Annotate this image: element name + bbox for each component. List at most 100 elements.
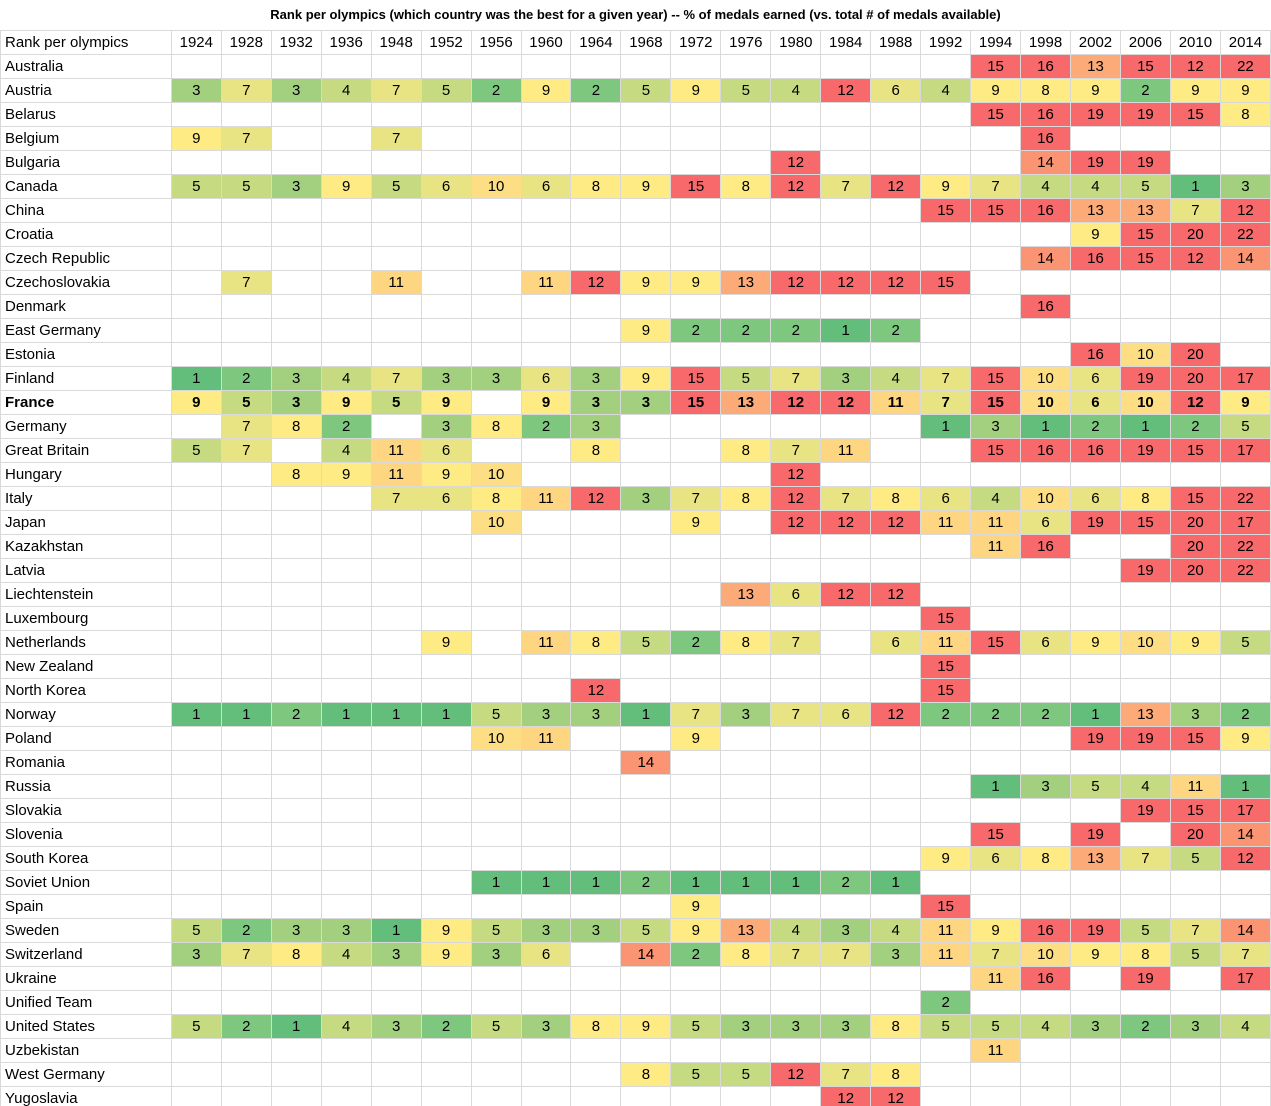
rank-cell: 9 <box>620 174 672 199</box>
rank-cell: 9 <box>620 318 672 343</box>
rank-cell: 8 <box>1020 78 1071 103</box>
rank-cell <box>920 222 972 247</box>
year-header: 1992 <box>920 30 972 55</box>
rank-cell <box>820 774 872 799</box>
rank-cell: 9 <box>1219 78 1271 103</box>
rank-cell: 7 <box>220 270 272 295</box>
rank-cell <box>570 846 622 871</box>
rank-cell: 4 <box>1020 174 1071 199</box>
rank-cell: 5 <box>220 390 272 415</box>
rank-cell: 9 <box>920 846 972 871</box>
rank-cell <box>270 54 322 79</box>
country-label: Bulgaria <box>0 150 172 175</box>
rank-cell <box>370 342 422 367</box>
rank-cell <box>320 990 372 1015</box>
rank-cell <box>1070 1038 1121 1063</box>
rank-cell <box>620 654 672 679</box>
rank-cell <box>270 822 322 847</box>
rank-cell: 8 <box>270 414 322 439</box>
rank-cell: 15 <box>970 390 1022 415</box>
rank-cell <box>920 342 972 367</box>
rank-cell <box>1169 270 1221 295</box>
country-label: Great Britain <box>0 438 172 463</box>
rank-cell <box>570 510 622 535</box>
rank-cell <box>770 198 822 223</box>
rank-cell <box>520 126 572 151</box>
rank-cell: 7 <box>220 438 272 463</box>
rank-cell: 12 <box>870 702 922 727</box>
rank-cell: 3 <box>870 942 922 967</box>
table-row: Belarus 15 16 19 19 15 8 <box>0 102 1271 127</box>
country-label: Austria <box>0 78 172 103</box>
rank-cell: 17 <box>1219 798 1271 823</box>
rank-cell <box>570 534 622 559</box>
rank-cell: 3 <box>520 918 572 943</box>
rank-cell: 19 <box>1119 366 1171 391</box>
rank-cell <box>520 990 572 1015</box>
rank-cell <box>970 318 1022 343</box>
rank-cell <box>920 558 972 583</box>
country-label: Soviet Union <box>0 870 172 895</box>
rank-cell <box>670 582 722 607</box>
country-label: Sweden <box>0 918 172 943</box>
rank-cell: 3 <box>820 918 872 943</box>
rank-cell: 5 <box>470 918 522 943</box>
rank-cell <box>270 582 322 607</box>
rank-cell: 8 <box>1119 486 1171 511</box>
table-row: Austria 3 7 3 4 7 5 2 9 2 5 9 5 4 12 6 4 9 8 9 2 9 9 <box>0 78 1271 103</box>
rank-cell: 22 <box>1219 534 1271 559</box>
rank-cell: 2 <box>1119 1014 1171 1039</box>
rank-cell <box>1070 894 1121 919</box>
rank-cell <box>1119 318 1171 343</box>
rank-cell <box>220 318 272 343</box>
rank-cell: 8 <box>270 942 322 967</box>
rank-cell: 5 <box>470 1014 522 1039</box>
rank-cell <box>820 846 872 871</box>
rank-cell <box>270 870 322 895</box>
rank-cell <box>620 462 672 487</box>
rank-cell: 12 <box>770 174 822 199</box>
rank-cell: 15 <box>1119 222 1171 247</box>
rank-cell: 15 <box>920 270 972 295</box>
rank-cell <box>820 222 872 247</box>
rank-cell <box>1070 750 1121 775</box>
table-row: Liechtenstein 13 6 12 12 <box>0 582 1271 607</box>
rank-cell: 3 <box>770 1014 822 1039</box>
country-label: Luxembourg <box>0 606 172 631</box>
rank-cell: 15 <box>920 198 972 223</box>
rank-cell: 12 <box>820 510 872 535</box>
rank-cell: 12 <box>870 174 922 199</box>
rank-cell <box>920 726 972 751</box>
rank-table: Rank per olympics 1924 1928 1932 1936 1948 195… <box>0 30 1271 1106</box>
rank-cell: 7 <box>770 630 822 655</box>
rank-cell: 2 <box>570 78 622 103</box>
rank-cell: 1 <box>920 414 972 439</box>
rank-cell: 3 <box>170 942 222 967</box>
rank-cell: 12 <box>870 270 922 295</box>
rank-cell <box>1219 582 1271 607</box>
country-label: Ukraine <box>0 966 172 991</box>
rank-cell: 16 <box>1020 126 1071 151</box>
rank-cell: 20 <box>1169 822 1221 847</box>
rank-cell: 10 <box>470 510 522 535</box>
rank-cell: 12 <box>820 78 872 103</box>
rank-cell <box>470 1038 522 1063</box>
rank-cell: 9 <box>670 918 722 943</box>
rank-cell: 7 <box>820 1062 872 1087</box>
rank-cell: 5 <box>170 438 222 463</box>
corner-label: Rank per olympics <box>0 30 172 55</box>
country-label: Czech Republic <box>0 246 172 271</box>
rank-cell <box>1020 318 1071 343</box>
rank-cell <box>1119 1038 1171 1063</box>
rank-cell: 16 <box>1020 54 1071 79</box>
rank-cell <box>1169 1062 1221 1087</box>
rank-cell: 8 <box>620 1062 672 1087</box>
rank-cell <box>670 438 722 463</box>
rank-cell: 15 <box>970 198 1022 223</box>
rank-cell: 3 <box>520 1014 572 1039</box>
rank-cell: 8 <box>1020 846 1071 871</box>
table-row: Czech Republic 14 16 15 12 14 <box>0 246 1271 271</box>
rank-cell <box>670 822 722 847</box>
rank-cell: 9 <box>620 270 672 295</box>
rank-cell: 3 <box>570 414 622 439</box>
